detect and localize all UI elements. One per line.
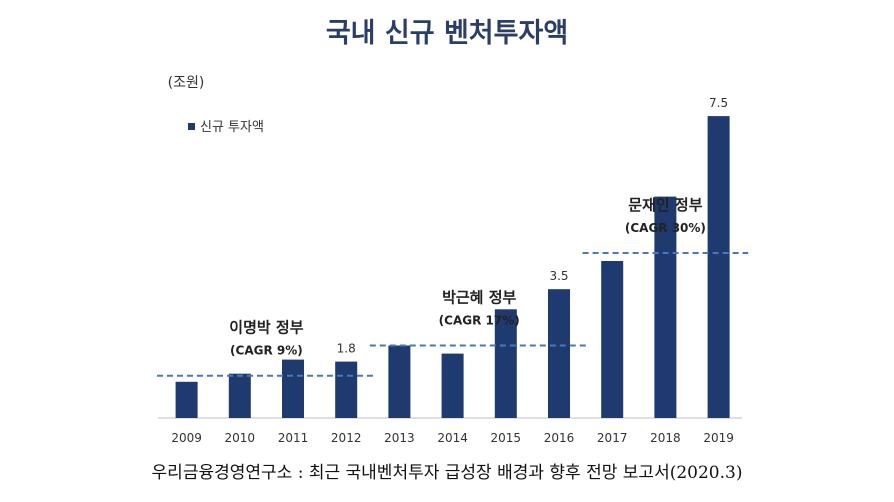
bar-2014 [441, 353, 464, 418]
bar-2015 [494, 309, 517, 418]
unit-label: (조원) [168, 75, 205, 91]
bar-2019 [707, 116, 730, 418]
x-tick-2010: 2010 [225, 431, 256, 445]
period-name-3: 문재인 정부 [628, 196, 702, 214]
source-caption: 우리금융경영연구소 : 최근 국내벤처투자 급성장 배경과 향후 전망 보고서(… [152, 463, 743, 483]
x-tick-2013: 2013 [384, 431, 415, 445]
period-name-1: 이명박 정부 [229, 319, 303, 337]
data-labels: 1.8 3.5 7.5 [337, 96, 728, 356]
bar-2018 [654, 196, 677, 418]
period-annotations: 이명박 정부 (CAGR 9%) 박근혜 정부 (CAGR 17%) 문재인 정부 (CA… [157, 196, 749, 377]
x-tick-2017: 2017 [597, 431, 628, 445]
bar-2011 [282, 359, 304, 418]
bar-2009 [175, 381, 198, 418]
legend-swatch [188, 123, 195, 130]
data-label-2012: 1.8 [337, 342, 356, 356]
period-cagr-3: (CAGR 30%) [625, 221, 706, 235]
period-name-2: 박근혜 정부 [442, 289, 516, 307]
x-tick-2011: 2011 [278, 431, 309, 445]
bars [175, 116, 730, 418]
bar-2012 [335, 361, 358, 418]
legend-label: 신규 투자액 [200, 120, 264, 135]
legend: 신규 투자액 [188, 120, 264, 135]
bar-2016 [548, 289, 570, 418]
bar-2017 [601, 261, 624, 418]
x-tick-2009: 2009 [171, 431, 202, 445]
x-tick-2019: 2019 [703, 431, 734, 445]
bar-2013 [388, 345, 411, 418]
x-tick-2012: 2012 [331, 431, 362, 445]
x-tick-2018: 2018 [650, 431, 681, 445]
data-label-2016: 3.5 [549, 269, 568, 283]
chart-title: 국내 신규 벤처투자액 [326, 18, 568, 49]
data-label-2019: 7.5 [709, 96, 728, 110]
bar-2010 [228, 373, 251, 418]
period-cagr-1: (CAGR 9%) [230, 344, 303, 358]
x-axis-ticks: 2009 2010 2011 2012 2013 2014 2015 2016 2017 2018… [171, 431, 734, 445]
x-tick-2015: 2015 [491, 431, 522, 445]
x-tick-2016: 2016 [544, 431, 575, 445]
x-tick-2014: 2014 [437, 431, 468, 445]
period-cagr-2: (CAGR 17%) [439, 314, 520, 328]
